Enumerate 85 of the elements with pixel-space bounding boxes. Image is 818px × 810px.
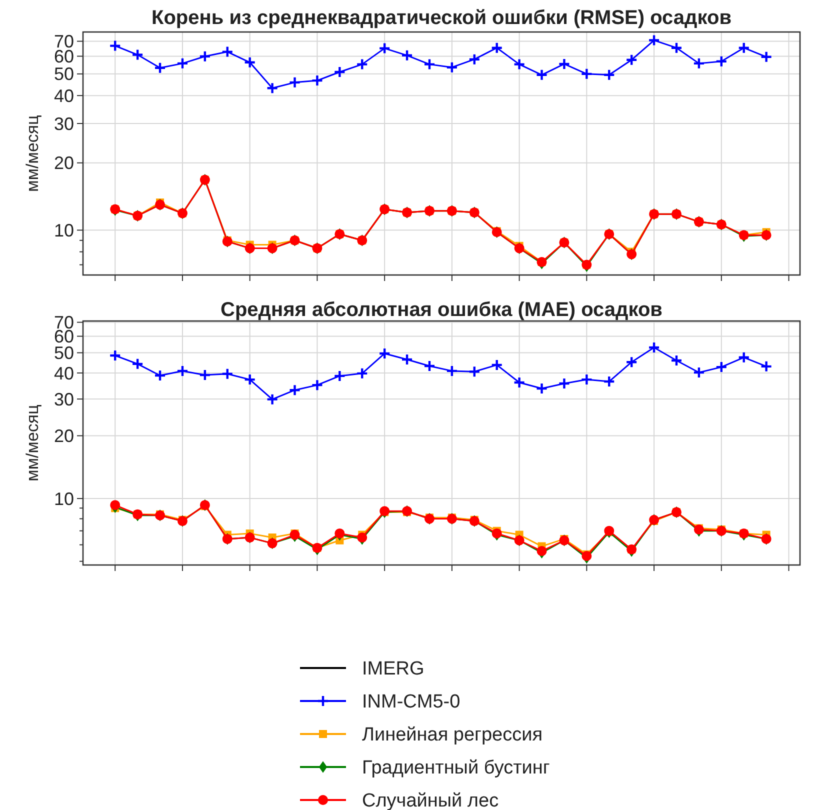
point — [492, 528, 502, 538]
point — [536, 546, 547, 556]
point — [334, 370, 346, 382]
point — [334, 528, 345, 538]
chart-title: Корень из среднеквадратической ошибки (RMSE) осадков — [152, 7, 732, 29]
y-tick-label: 50 — [54, 64, 74, 84]
point — [670, 42, 683, 54]
legend-label: Линейная регрессия — [362, 724, 542, 746]
point — [670, 354, 683, 367]
point — [131, 48, 144, 61]
point — [378, 42, 391, 54]
point — [513, 376, 526, 389]
point — [648, 341, 660, 354]
point — [490, 358, 503, 372]
point — [603, 375, 616, 388]
point — [738, 42, 750, 54]
point — [110, 500, 120, 510]
point — [198, 50, 212, 62]
point — [536, 68, 548, 81]
y-tick-label: 40 — [54, 86, 74, 106]
point — [221, 368, 234, 380]
point — [244, 56, 256, 68]
chart-title: Средняя абсолютная ошибка (MAE) осадков — [220, 299, 662, 321]
point — [603, 68, 616, 81]
legend-label: IMERG — [362, 658, 424, 680]
point — [109, 349, 122, 362]
y-tick-label: 30 — [54, 114, 74, 134]
point — [198, 368, 212, 382]
point — [378, 347, 391, 360]
point — [311, 74, 324, 87]
y-axis-title: мм/месяц — [23, 404, 42, 482]
point — [131, 358, 144, 370]
point — [692, 57, 706, 70]
point — [715, 55, 728, 68]
point — [625, 356, 638, 368]
point — [244, 373, 256, 386]
y-tick-label: 50 — [54, 343, 74, 364]
point — [423, 58, 436, 70]
point — [311, 378, 324, 392]
point — [558, 377, 570, 390]
point — [400, 353, 414, 366]
point — [176, 364, 189, 378]
legend-label: INM-CM5-0 — [362, 692, 460, 713]
point — [468, 366, 480, 378]
y-axis-title: мм/месяц — [23, 114, 42, 192]
point — [558, 58, 570, 70]
y-tick-label: 20 — [54, 426, 74, 446]
y-tick-label: 10 — [54, 220, 74, 240]
point — [154, 62, 166, 74]
point — [692, 366, 706, 379]
point — [490, 42, 503, 54]
point — [423, 360, 436, 372]
point — [288, 384, 301, 396]
point — [760, 50, 772, 63]
point — [625, 54, 638, 66]
point — [290, 530, 300, 540]
point — [221, 46, 234, 58]
y-tick-label: 30 — [54, 389, 74, 410]
point — [446, 61, 458, 74]
point — [154, 369, 166, 382]
point — [109, 40, 122, 52]
y-tick-label: 20 — [54, 153, 74, 174]
point — [715, 360, 728, 374]
point — [513, 58, 526, 70]
point — [536, 382, 548, 395]
point — [288, 76, 301, 89]
point — [580, 68, 593, 80]
point — [446, 364, 458, 378]
point — [266, 82, 278, 94]
point — [648, 34, 660, 46]
point — [356, 367, 368, 380]
point — [580, 373, 593, 386]
point — [582, 551, 592, 562]
point — [400, 49, 414, 62]
point — [176, 57, 189, 70]
point — [468, 53, 480, 66]
point — [334, 66, 346, 78]
y-tick-label: 60 — [54, 46, 74, 67]
point — [738, 351, 750, 364]
point — [356, 58, 368, 70]
y-tick-label: 40 — [54, 363, 74, 384]
legend-label: Градиентный бустинг — [362, 758, 550, 779]
point — [266, 393, 278, 406]
point — [760, 360, 772, 373]
y-tick-label: 10 — [54, 488, 74, 509]
